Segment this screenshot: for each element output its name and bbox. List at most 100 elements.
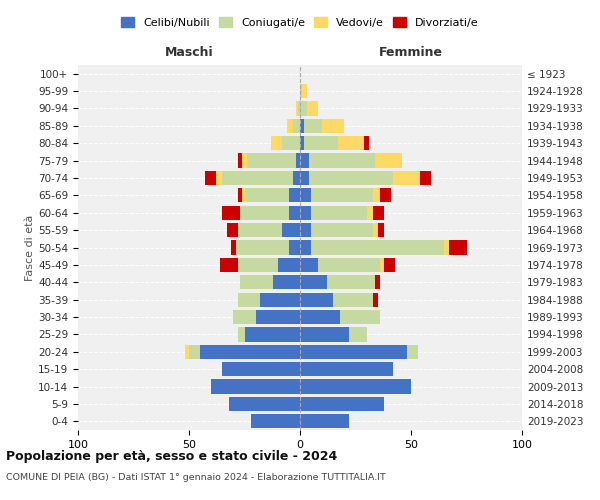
Bar — [185, 344, 189, 359]
Bar — [407, 344, 418, 359]
Bar — [300, 171, 309, 185]
Bar — [300, 136, 304, 150]
Bar — [300, 118, 304, 133]
Bar — [311, 223, 373, 237]
Bar — [300, 380, 411, 394]
Bar — [300, 328, 349, 342]
Bar — [318, 258, 380, 272]
Bar — [304, 118, 322, 133]
Bar — [242, 188, 245, 202]
Bar — [222, 171, 293, 185]
Bar — [260, 292, 300, 307]
Bar — [282, 223, 300, 237]
Bar — [300, 310, 340, 324]
Bar — [380, 258, 385, 272]
Bar — [238, 258, 278, 272]
Bar — [334, 292, 373, 307]
Bar — [289, 188, 300, 202]
Bar — [376, 275, 380, 289]
Bar — [287, 118, 293, 133]
Bar — [376, 154, 402, 168]
Bar — [238, 223, 282, 237]
Bar — [364, 136, 369, 150]
Bar — [245, 188, 289, 202]
Bar — [274, 275, 300, 289]
Bar — [238, 188, 242, 202]
Bar — [378, 223, 385, 237]
Bar — [300, 240, 311, 254]
Legend: Celibi/Nubili, Coniugati/e, Vedovi/e, Divorziati/e: Celibi/Nubili, Coniugati/e, Vedovi/e, Di… — [118, 14, 482, 32]
Bar — [278, 258, 300, 272]
Bar — [300, 344, 407, 359]
Bar — [373, 206, 385, 220]
Bar — [211, 380, 300, 394]
Bar — [231, 240, 236, 254]
Bar — [293, 118, 300, 133]
Bar — [251, 414, 300, 428]
Bar — [373, 188, 380, 202]
Bar — [309, 154, 376, 168]
Bar — [240, 275, 274, 289]
Y-axis label: Fasce di età: Fasce di età — [25, 214, 35, 280]
Bar — [300, 84, 302, 98]
Bar — [238, 328, 245, 342]
Bar — [311, 188, 373, 202]
Bar — [238, 292, 260, 307]
Bar — [298, 102, 300, 116]
Bar — [289, 206, 300, 220]
Text: Femmine: Femmine — [379, 46, 443, 59]
Text: Popolazione per età, sesso e stato civile - 2024: Popolazione per età, sesso e stato civil… — [6, 450, 337, 463]
Bar — [300, 188, 311, 202]
Bar — [322, 118, 344, 133]
Bar — [304, 136, 338, 150]
Bar — [271, 136, 282, 150]
Bar — [393, 171, 420, 185]
Bar — [300, 258, 318, 272]
Bar — [373, 292, 378, 307]
Bar — [338, 136, 364, 150]
Bar — [223, 362, 300, 376]
Bar — [293, 171, 300, 185]
Text: Maschi: Maschi — [164, 46, 214, 59]
Bar — [282, 136, 300, 150]
Bar — [233, 310, 256, 324]
Bar — [296, 154, 300, 168]
Bar — [309, 171, 393, 185]
Bar — [444, 240, 449, 254]
Bar — [380, 188, 391, 202]
Bar — [240, 206, 289, 220]
Bar — [311, 206, 367, 220]
Bar — [300, 414, 349, 428]
Bar — [349, 328, 367, 342]
Bar — [311, 240, 445, 254]
Bar — [300, 223, 311, 237]
Bar — [247, 154, 296, 168]
Bar — [205, 171, 215, 185]
Bar — [227, 223, 238, 237]
Bar — [200, 344, 300, 359]
Bar — [326, 275, 376, 289]
Bar — [220, 258, 238, 272]
Bar — [340, 310, 380, 324]
Bar — [289, 240, 300, 254]
Bar — [300, 275, 326, 289]
Bar — [302, 84, 307, 98]
Bar — [245, 328, 300, 342]
Bar — [300, 292, 334, 307]
Bar — [300, 362, 393, 376]
Bar — [385, 258, 395, 272]
Bar — [189, 344, 200, 359]
Bar — [420, 171, 431, 185]
Bar — [300, 206, 311, 220]
Bar — [300, 102, 307, 116]
Bar — [229, 397, 300, 411]
Bar — [300, 397, 385, 411]
Bar — [223, 206, 240, 220]
Bar — [367, 206, 373, 220]
Bar — [373, 223, 378, 237]
Bar — [256, 310, 300, 324]
Text: COMUNE DI PEIA (BG) - Dati ISTAT 1° gennaio 2024 - Elaborazione TUTTITALIA.IT: COMUNE DI PEIA (BG) - Dati ISTAT 1° genn… — [6, 472, 386, 482]
Bar — [300, 154, 309, 168]
Bar — [238, 154, 242, 168]
Bar — [236, 240, 289, 254]
